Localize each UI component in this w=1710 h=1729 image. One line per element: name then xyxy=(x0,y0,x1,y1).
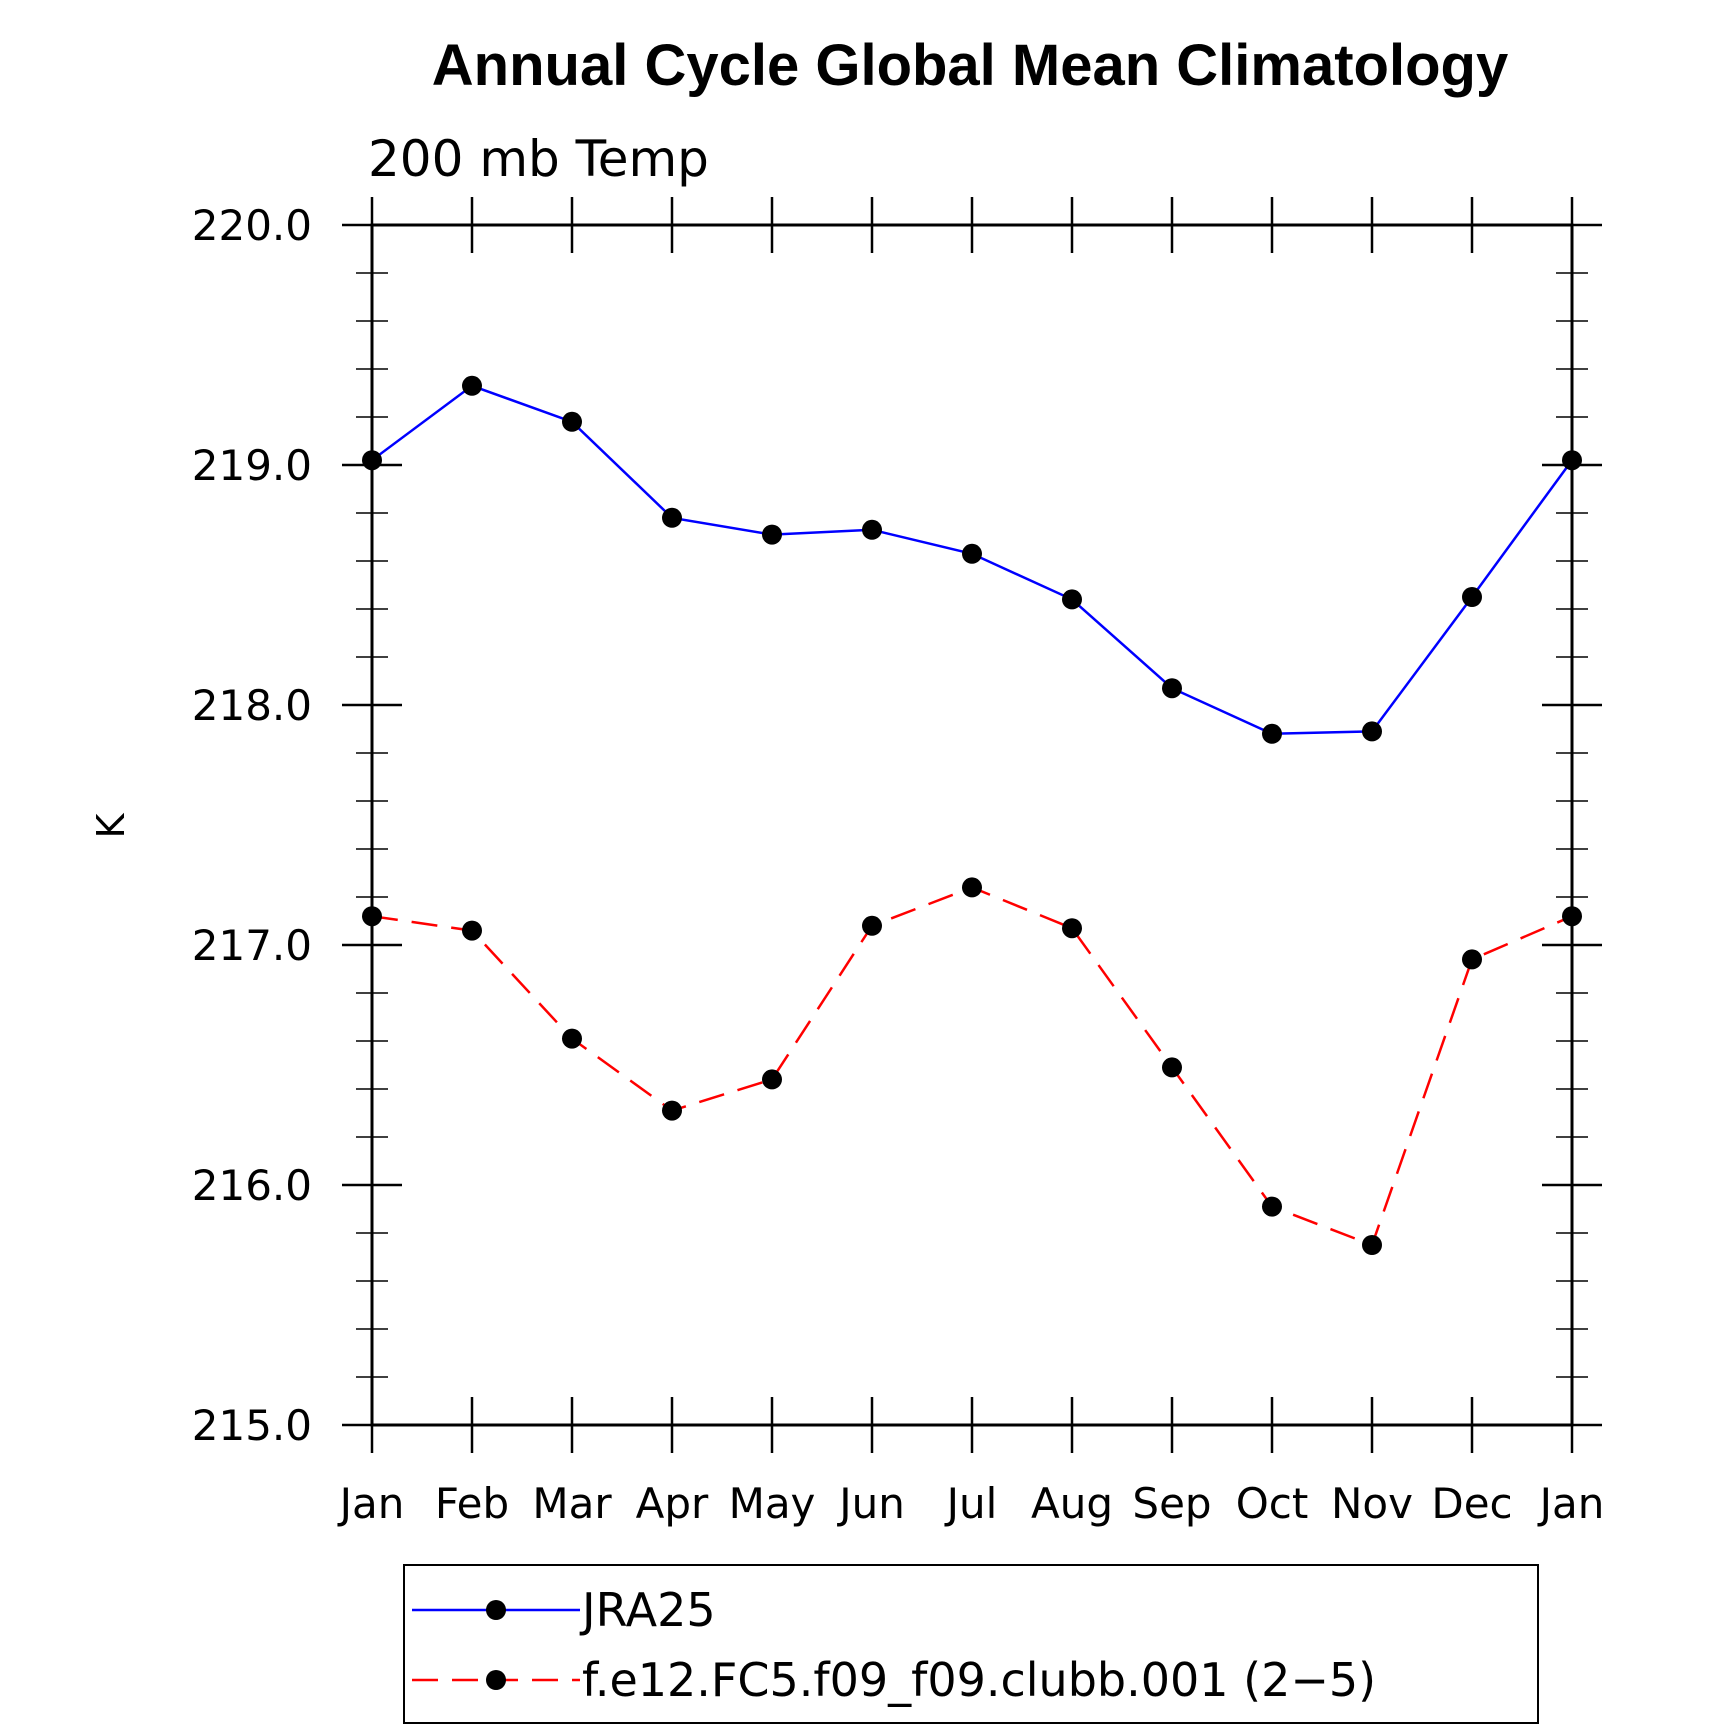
legend-marker-jra25 xyxy=(486,1600,506,1620)
x-tick-label: Apr xyxy=(636,1479,709,1528)
y-tick-label: 219.0 xyxy=(192,441,312,490)
x-tick-label: Oct xyxy=(1236,1479,1309,1528)
legend-box xyxy=(403,1564,1539,1724)
y-tick-labels: 220.0 219.0 218.0 217.0 216.0 215.0 xyxy=(192,201,312,1450)
chart-subtitle: 200 mb Temp xyxy=(368,130,709,188)
x-tick-marks xyxy=(370,197,1574,1453)
x-tick-label: Aug xyxy=(1031,1479,1113,1528)
x-tick-label: Dec xyxy=(1431,1479,1512,1528)
data-point xyxy=(762,524,782,545)
x-tick-label: Nov xyxy=(1331,1479,1413,1528)
series-line-1 xyxy=(371,886,1573,1247)
x-tick-label: Jan xyxy=(1537,1479,1605,1528)
legend: JRA25 f.e12.FC5.f09_f09.clubb.001 (2−5) xyxy=(403,1564,1539,1724)
data-point xyxy=(562,1028,582,1049)
data-point xyxy=(1362,721,1382,742)
y-tick-marks xyxy=(342,223,1602,1427)
data-point xyxy=(862,519,882,540)
data-point xyxy=(962,877,982,898)
legend-label-model: f.e12.FC5.f09_f09.clubb.001 (2−5) xyxy=(582,1653,1376,1707)
data-point xyxy=(762,1069,782,1090)
x-tick-labels: Jan Feb Mar Apr May Jun Jul Aug Sep Oct Nov Dec Jan xyxy=(337,1479,1605,1528)
chart-title: Annual Cycle Global Mean Climatology xyxy=(432,33,1508,98)
data-point xyxy=(462,920,482,941)
data-point xyxy=(1062,918,1082,939)
data-point xyxy=(1162,1057,1182,1078)
y-tick-label: 217.0 xyxy=(192,921,312,970)
series-layer xyxy=(362,375,1582,1255)
data-point xyxy=(1362,1235,1382,1255)
plot-frame xyxy=(370,223,1574,1427)
y-tick-label: 216.0 xyxy=(192,1161,312,1210)
x-tick-label: Feb xyxy=(435,1479,509,1528)
x-tick-label: Sep xyxy=(1132,1479,1211,1528)
data-point xyxy=(462,375,482,396)
data-point xyxy=(1262,723,1282,744)
data-point xyxy=(662,1100,682,1121)
x-tick-label: Mar xyxy=(532,1479,612,1528)
y-axis-label: K xyxy=(89,812,133,838)
x-tick-label: Jan xyxy=(337,1479,405,1528)
data-point xyxy=(1062,589,1082,610)
data-point xyxy=(1162,678,1182,699)
data-point xyxy=(862,915,882,936)
y-tick-label: 220.0 xyxy=(192,201,312,250)
y-tick-label: 215.0 xyxy=(192,1401,312,1450)
x-tick-label: Jul xyxy=(944,1479,998,1528)
data-point xyxy=(1262,1196,1282,1217)
data-point xyxy=(1462,587,1482,607)
y-tick-label: 218.0 xyxy=(192,681,312,730)
data-point xyxy=(562,411,582,432)
legend-label-jra25: JRA25 xyxy=(579,1583,716,1637)
data-point xyxy=(662,507,682,528)
x-tick-label: Jun xyxy=(836,1479,905,1528)
x-tick-label: May xyxy=(729,1479,816,1528)
data-point xyxy=(962,543,982,564)
legend-marker-model xyxy=(486,1670,506,1690)
data-point xyxy=(1462,949,1482,970)
